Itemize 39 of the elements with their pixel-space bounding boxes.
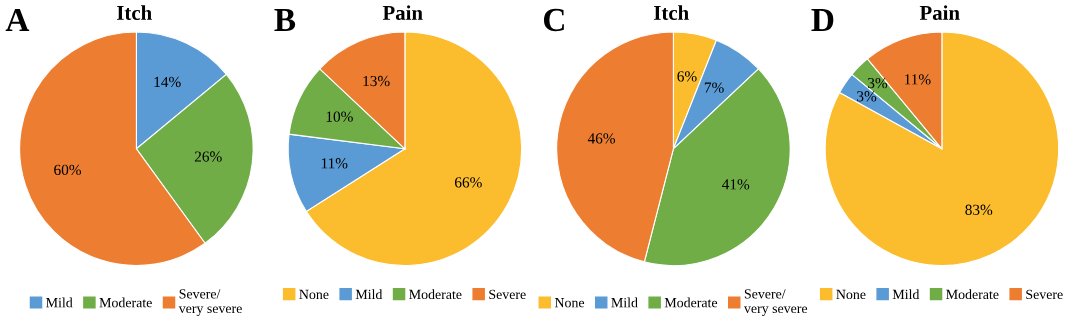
data-label: 13%: [363, 75, 390, 87]
text: B: [274, 9, 296, 31]
text: A: [5, 8, 30, 31]
legend-label: Moderate: [409, 289, 462, 300]
legend-label: Moderate: [946, 289, 999, 300]
legend-label: Moderate: [664, 297, 718, 308]
data-label: 46%: [587, 133, 616, 144]
legend-label: None: [299, 289, 329, 300]
legend-label: Severe/ very severe: [178, 289, 242, 316]
chart-title: Pain: [919, 5, 960, 20]
data-label: 11%: [321, 158, 348, 169]
data-label: 66%: [455, 177, 482, 188]
legend-label: Mild: [46, 297, 73, 308]
legend-label: Mild: [611, 297, 638, 308]
legend-label: None: [836, 289, 866, 300]
pie-slice: [824, 31, 1060, 267]
data-label: 60%: [54, 164, 82, 176]
chart-title: Itch: [117, 5, 152, 20]
data-label: 26%: [194, 151, 222, 162]
data-label: 7%: [704, 82, 724, 93]
data-label: 6%: [677, 71, 697, 82]
text: D: [811, 9, 834, 31]
data-label: 3%: [868, 77, 888, 89]
data-label: 14%: [154, 76, 181, 88]
legend-label: Severe: [489, 289, 526, 300]
text: C: [544, 8, 564, 32]
chart-title: Itch: [654, 5, 689, 20]
legend-label: Mild: [355, 289, 383, 300]
data-label: 83%: [965, 204, 993, 215]
legend-label: Mild: [892, 289, 920, 300]
legend-label: None: [554, 298, 585, 308]
data-label: 41%: [722, 179, 750, 190]
data-label: 10%: [326, 111, 353, 122]
data-label: 11%: [905, 74, 931, 85]
legend-label: Severe/ very severe: [743, 289, 808, 316]
legend-label: Moderate: [99, 297, 152, 308]
legend-label: Severe: [1026, 289, 1063, 300]
chart-title: Pain: [382, 5, 423, 20]
data-label: 3%: [857, 91, 877, 102]
